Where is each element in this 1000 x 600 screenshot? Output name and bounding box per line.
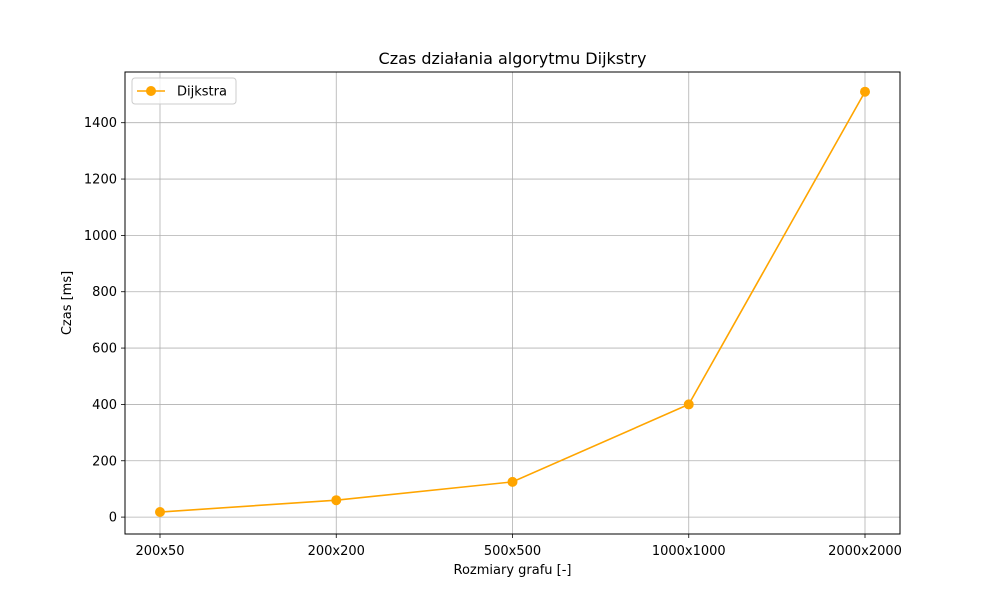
legend-label: Dijkstra — [177, 85, 227, 100]
data-point — [331, 495, 342, 506]
x-tick-label: 2000x2000 — [828, 544, 902, 559]
y-tick-label: 1200 — [84, 173, 117, 188]
legend-box — [131, 77, 237, 105]
data-point — [860, 86, 870, 97]
data-point — [507, 476, 518, 487]
data-point — [155, 507, 165, 518]
y-tick-label: 1400 — [84, 116, 117, 131]
y-tick-label: 200 — [92, 454, 117, 469]
y-tick-label: 0 — [109, 511, 117, 526]
y-tick-label: 1000 — [84, 229, 117, 244]
x-tick-label: 200x50 — [135, 544, 184, 559]
chart-title: Czas działania algorytmu Dijkstry — [379, 49, 647, 68]
y-tick-label: 800 — [92, 285, 117, 300]
x-axis-title: Rozmiary grafu [-] — [454, 563, 572, 578]
legend: Dijkstra — [131, 77, 237, 105]
x-tick-label: 200x200 — [308, 544, 365, 559]
series-layer — [155, 86, 870, 518]
plot-frame — [124, 71, 901, 535]
grid — [125, 72, 900, 534]
y-tick-label: 600 — [92, 342, 117, 357]
y-axis-title: Czas [ms] — [60, 271, 75, 335]
x-axis-ticks: 200x50 200x200 500x500 1000x1000 2000x2000 — [135, 534, 902, 559]
y-axis-ticks: 0 200 400 600 800 1000 1200 1400 — [84, 116, 125, 526]
legend-marker-swatch — [146, 86, 156, 96]
data-point — [683, 399, 694, 410]
x-tick-label: 500x500 — [484, 544, 541, 559]
x-tick-label: 1000x1000 — [652, 544, 726, 559]
y-tick-label: 400 — [92, 398, 117, 413]
